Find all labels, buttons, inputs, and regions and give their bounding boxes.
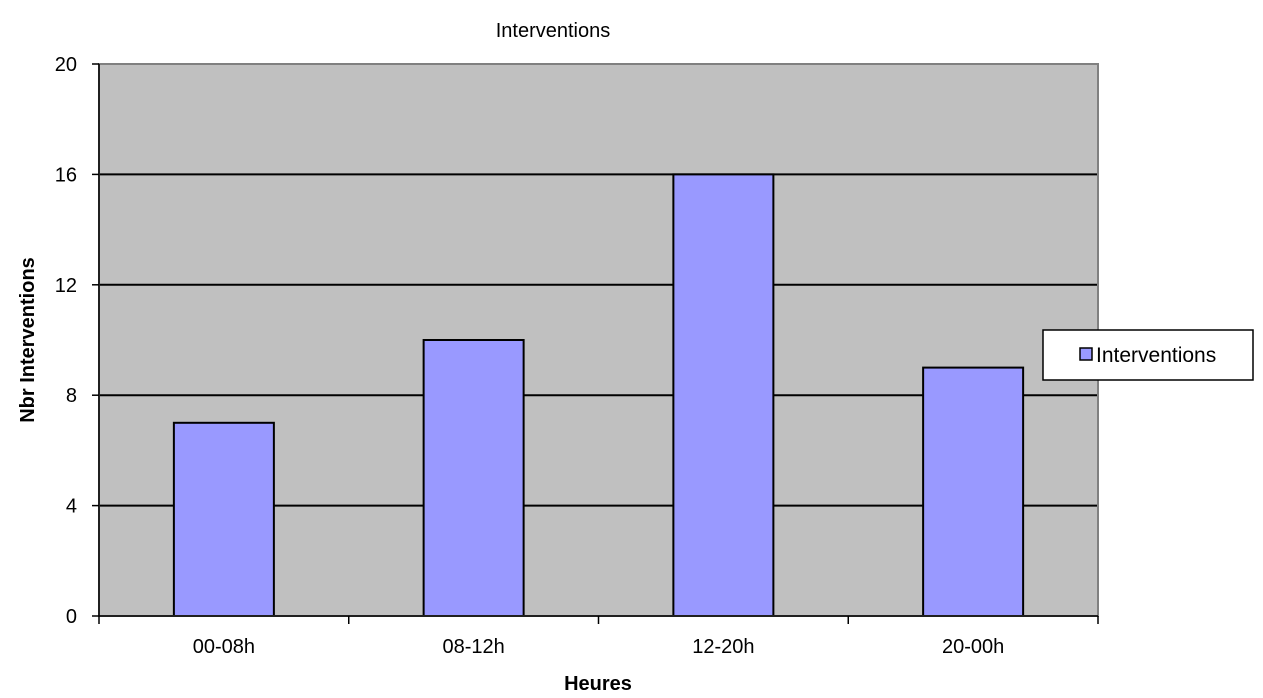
legend: Interventions [1042, 329, 1254, 381]
y-axis-title: Nbr Interventions [17, 257, 39, 423]
legend-label: Interventions [1096, 344, 1216, 367]
x-axis: 00-08h 08-12h 12-20h 20-00h [98, 615, 1099, 658]
bars [172, 173, 1025, 617]
bar [172, 421, 275, 617]
y-tick-label: 0 [66, 606, 77, 628]
x-tick-label: 00-08h [193, 636, 255, 658]
y-tick-label: 8 [66, 385, 77, 407]
chart-title: Interventions [496, 20, 611, 42]
y-tick-label: 4 [66, 496, 77, 518]
bar [672, 173, 775, 617]
y-axis: 0 4 8 12 16 20 [55, 54, 100, 628]
y-tick-label: 12 [55, 275, 77, 297]
x-tick-label: 20-00h [942, 636, 1004, 658]
legend-box [1042, 329, 1254, 381]
y-tick-label: 20 [55, 54, 77, 76]
x-axis-title: Heures [564, 673, 632, 695]
x-tick-label: 08-12h [442, 636, 504, 658]
x-tick-label: 12-20h [692, 636, 754, 658]
bar [422, 339, 525, 617]
bar [922, 366, 1025, 617]
legend-swatch [1079, 347, 1093, 361]
y-tick-label: 16 [55, 164, 77, 186]
